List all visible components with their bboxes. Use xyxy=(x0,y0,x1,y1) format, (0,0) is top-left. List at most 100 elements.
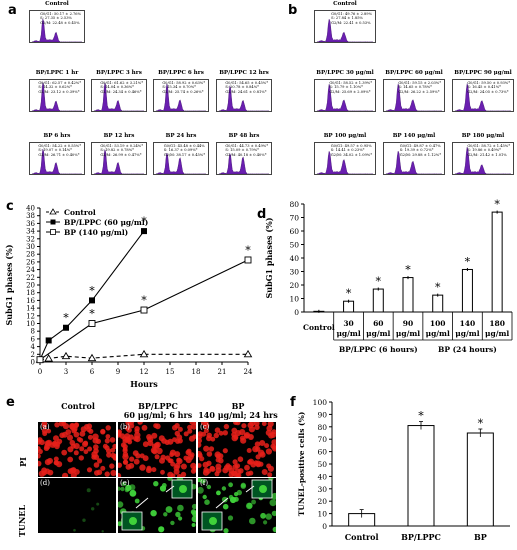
cell-spot xyxy=(142,441,149,448)
arrow xyxy=(215,497,229,509)
panel-f-bar-chart: 0 10 20 30 40 50 60 70 80 90 100 TUNEL-positive cel… xyxy=(297,398,510,542)
histogram-stat-line: G0/G1: 54.22 ± 0.55%* xyxy=(38,144,81,148)
y-tick-label: 26 xyxy=(26,258,35,266)
histogram-stat-line: G0/G1: 50.17 ± 2.76% xyxy=(40,12,81,16)
cell-spot xyxy=(236,489,242,496)
cell-spot xyxy=(83,440,89,446)
y-tick-label: 24 xyxy=(26,266,35,274)
category-label: BP xyxy=(474,532,487,542)
histogram-plot xyxy=(316,150,374,174)
cell-spot xyxy=(105,425,111,431)
y-tick-label: 70 xyxy=(317,435,327,444)
significance-mark: * xyxy=(478,417,484,430)
histogram: G0/G1: 58.72 ± 1.45%* S: 19.86 ± 0.49%* G2… xyxy=(452,142,514,175)
cell-spot xyxy=(241,423,247,429)
cell-spot xyxy=(97,458,103,464)
cell-spot xyxy=(39,439,45,446)
category-label: μg/ml xyxy=(455,329,479,338)
histogram-stat-line: S: 16.37 ± 0.09%* xyxy=(163,148,198,153)
histogram-stats: G0/G1: 50.17 ± 2.76% S: 27.35 ± 2.53% G2/M… xyxy=(40,12,81,25)
histogram-profile xyxy=(218,85,270,111)
cell-spot xyxy=(42,431,48,437)
cell-spot xyxy=(202,494,207,500)
microscopy-cells xyxy=(118,478,196,533)
cell-spot xyxy=(174,462,181,469)
cell-spot xyxy=(86,488,91,493)
cell-spot xyxy=(216,490,221,496)
histogram-stat-line: G0/G1: 62.57 ± 0.42%* xyxy=(38,81,81,85)
cell-spot xyxy=(198,438,202,444)
cell-spot xyxy=(124,487,130,493)
cell-spot xyxy=(252,445,259,453)
cell-spot xyxy=(209,466,216,472)
cell-spot xyxy=(210,436,216,442)
cell-spot xyxy=(176,474,182,477)
cell-spot xyxy=(244,464,250,471)
y-axis-label: SubG1 phases (%) xyxy=(264,217,274,298)
histogram-title: BP/LPPC 60 μg/ml xyxy=(385,70,443,76)
data-point xyxy=(36,356,44,364)
significance-mark: * xyxy=(405,264,411,277)
category-label: BP/LPPC xyxy=(401,532,441,542)
histogram-stat-line: G0/G1: 58.72 ± 1.45%* xyxy=(467,144,510,148)
cell-spot xyxy=(177,504,184,512)
histogram: G0/G1: 59.50 ± 0.93%* S: 16.45 ± 0.41%* G2… xyxy=(452,79,514,112)
histogram-title: BP/LPPC 3 hrs xyxy=(96,70,142,76)
histogram-profile xyxy=(385,83,443,111)
microscopy-image: (b) xyxy=(118,422,196,477)
cell-spot xyxy=(161,483,167,488)
y-tick-label: 34 xyxy=(26,228,35,236)
x-tick-label: 6 xyxy=(90,368,95,376)
cell-spot xyxy=(199,456,205,462)
cell-spot xyxy=(91,507,95,511)
cell-spot xyxy=(223,464,230,471)
x-tick-label: 9 xyxy=(116,368,120,376)
row-label-tunel: TUNEL xyxy=(17,505,27,537)
col-header-control: Control xyxy=(61,401,95,411)
cell-spot xyxy=(187,428,193,434)
cell-spot xyxy=(122,453,129,461)
significance-mark: * xyxy=(435,281,441,294)
y-tick-label: 100 xyxy=(313,398,328,407)
cell-spot xyxy=(266,463,272,469)
data-point xyxy=(244,256,252,264)
cell-spot xyxy=(183,431,189,437)
cell-spot xyxy=(237,456,244,462)
histogram-stat-line: G2/M: 38.17 ± 0.45%* xyxy=(163,152,205,157)
cell-spot xyxy=(120,486,125,492)
histogram-title: BP 12 hrs xyxy=(103,133,135,139)
cell-spot xyxy=(67,456,74,463)
histogram-stats: G0/G1: 45.48 ± 0.44% S: 16.37 ± 0.09%* G2/… xyxy=(164,144,205,157)
histogram-title: BP/LPPC 1 hr xyxy=(35,70,79,76)
histogram-stat-line: G0/G1: 49.87 ± 0.47% xyxy=(399,144,441,148)
row-label-pi: PI xyxy=(18,457,28,467)
cell-spot xyxy=(118,431,122,438)
y-tick-label: 30 xyxy=(317,485,327,494)
cell-spot xyxy=(261,469,268,475)
cell-spot xyxy=(147,440,154,447)
y-tick-label: 50 xyxy=(317,460,327,469)
y-tick-label: 16 xyxy=(26,297,35,305)
x-tick-label: 3 xyxy=(64,368,68,376)
cell-spot xyxy=(134,436,141,443)
panel-letter-c: c xyxy=(6,199,14,214)
data-point xyxy=(44,354,53,362)
histogram-plot xyxy=(31,148,83,174)
histogram: G0/G1: 54.65 ± 0.45%* S: 20.78 ± 0.84%* G2… xyxy=(216,79,272,112)
cell-spot xyxy=(125,426,131,431)
panel-letter-f: f xyxy=(290,395,296,410)
cell-spot xyxy=(222,503,229,510)
cell-spot xyxy=(121,481,127,487)
microscopy-label: (b) xyxy=(120,423,130,431)
microscopy-label: (a) xyxy=(40,423,50,431)
col-header-bp: BP 140 μg/ml; 24 hrs xyxy=(198,401,278,420)
histogram-stat-line: G2/M: 40.18 ± 0.40%* xyxy=(225,152,267,157)
histogram-stats: G0/G1: 53.19 ± 0.24%* S: 19.82 ± 0.78%* G2… xyxy=(100,144,143,157)
histogram-stats: G0/G1: 58.72 ± 1.45%* S: 19.86 ± 0.49%* G2… xyxy=(467,144,510,157)
cell-spot xyxy=(156,447,163,455)
microscopy-cells xyxy=(73,488,104,533)
cell-spot xyxy=(106,448,112,454)
y-tick-label: 10 xyxy=(317,510,327,519)
cell-spot xyxy=(46,428,52,434)
